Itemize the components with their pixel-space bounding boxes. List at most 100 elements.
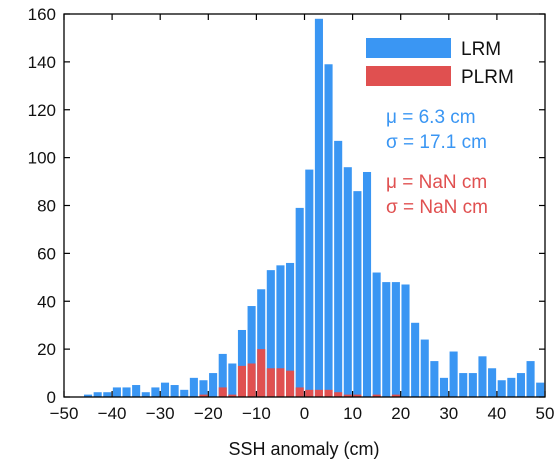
- bar-plrm: [295, 387, 304, 397]
- bar-lrm: [468, 373, 477, 397]
- bar-plrm: [247, 363, 256, 397]
- y-tick-label: 40: [37, 292, 56, 311]
- bar-lrm: [459, 373, 468, 397]
- x-tick-label: 40: [487, 404, 506, 423]
- bar-lrm: [439, 377, 449, 397]
- y-tick-label: 160: [28, 5, 56, 24]
- bar-lrm: [353, 191, 362, 397]
- bar-lrm: [391, 282, 400, 397]
- bar-plrm: [324, 389, 333, 397]
- bar-lrm: [507, 377, 516, 397]
- bar-plrm: [228, 394, 237, 397]
- bar-plrm: [237, 365, 247, 397]
- y-tick-label: 100: [28, 149, 56, 168]
- plrm-bars: [199, 349, 400, 398]
- bar-plrm: [199, 394, 208, 397]
- x-tick-label: −10: [242, 404, 271, 423]
- plrm-mean-annotation: μ = NaN cm: [386, 172, 487, 193]
- bar-lrm: [103, 392, 112, 397]
- bar-plrm: [266, 368, 275, 397]
- bar-lrm: [382, 282, 391, 397]
- bar-lrm: [420, 339, 429, 397]
- bar-lrm: [497, 380, 506, 397]
- y-tick-label: 140: [28, 53, 56, 72]
- y-tick-label: 60: [37, 244, 56, 263]
- x-tick-label: 20: [391, 404, 410, 423]
- bar-lrm: [112, 387, 121, 397]
- lrm-mean-annotation: μ = 6.3 cm: [386, 107, 476, 128]
- bar-lrm: [478, 356, 487, 397]
- bar-lrm: [516, 373, 525, 397]
- bar-lrm: [401, 284, 410, 397]
- bar-lrm: [334, 140, 343, 397]
- bar-lrm: [84, 394, 93, 397]
- bar-lrm: [286, 262, 295, 397]
- bar-lrm: [93, 392, 102, 397]
- bar-lrm: [266, 270, 275, 397]
- bar-plrm: [372, 394, 381, 397]
- bar-lrm: [276, 265, 285, 397]
- x-tick-label: −30: [146, 404, 175, 423]
- y-tick-label: 0: [47, 388, 56, 407]
- bar-lrm: [305, 169, 314, 397]
- bar-lrm: [170, 385, 179, 397]
- bar-lrm: [209, 373, 218, 397]
- x-tick-label: 0: [300, 404, 309, 423]
- bar-lrm: [449, 351, 458, 397]
- bar-lrm: [237, 329, 247, 397]
- bar-plrm: [286, 370, 295, 397]
- bar-plrm: [218, 387, 227, 397]
- legend-label-plrm: PLRM: [461, 67, 514, 88]
- bar-lrm: [526, 361, 535, 397]
- bar-lrm: [343, 167, 352, 397]
- bar-lrm: [247, 306, 256, 397]
- bar-lrm: [160, 382, 170, 397]
- x-tick-label: 30: [439, 404, 458, 423]
- plrm-std-annotation: σ = NaN cm: [386, 197, 488, 218]
- y-tick-label: 20: [37, 340, 56, 359]
- x-axis-title: SSH anomaly (cm): [228, 439, 379, 459]
- bar-lrm: [362, 171, 372, 397]
- statistics-annotations: μ = 6.3 cm σ = 17.1 cm μ = NaN cm σ = Na…: [386, 107, 488, 218]
- bar-lrm: [488, 368, 497, 397]
- x-tick-label: −50: [50, 404, 79, 423]
- lrm-bars: [84, 18, 545, 398]
- x-tick-label: 10: [343, 404, 362, 423]
- bar-lrm: [411, 322, 420, 397]
- legend-label-lrm: LRM: [461, 39, 501, 60]
- bar-lrm: [536, 382, 545, 397]
- bar-plrm: [353, 394, 362, 397]
- legend-swatch-lrm: [366, 38, 451, 58]
- legend-swatch-plrm: [366, 66, 451, 86]
- bar-plrm: [314, 389, 323, 397]
- bar-plrm: [305, 389, 314, 397]
- bar-lrm: [199, 380, 208, 397]
- y-axis-ticks: 0 20 40 60 80 100 120 140 160: [28, 5, 545, 407]
- x-tick-label: 50: [536, 404, 555, 423]
- x-tick-label: −20: [194, 404, 223, 423]
- bar-lrm: [257, 289, 266, 397]
- bar-plrm: [343, 394, 352, 397]
- bar-lrm: [141, 392, 150, 397]
- x-tick-label: −40: [98, 404, 127, 423]
- bar-lrm: [430, 361, 439, 397]
- bar-plrm: [276, 368, 285, 397]
- bar-lrm: [372, 272, 381, 397]
- bar-lrm: [324, 64, 333, 398]
- legend: LRM PLRM: [366, 38, 514, 88]
- bar-lrm: [189, 377, 198, 397]
- bar-lrm: [122, 387, 131, 397]
- bar-plrm: [257, 349, 266, 398]
- bar-lrm: [180, 389, 189, 397]
- y-tick-label: 80: [37, 197, 56, 216]
- bar-lrm: [151, 387, 160, 397]
- bar-plrm: [391, 394, 400, 397]
- bar-lrm: [228, 363, 237, 397]
- bar-plrm: [334, 392, 343, 397]
- bar-lrm: [314, 18, 323, 397]
- bar-lrm: [295, 207, 304, 397]
- lrm-std-annotation: σ = 17.1 cm: [386, 132, 487, 153]
- x-axis-ticks: −50 −40 −30 −20 −10 0 10 20 30 40 50: [50, 14, 555, 423]
- y-tick-label: 120: [28, 101, 56, 120]
